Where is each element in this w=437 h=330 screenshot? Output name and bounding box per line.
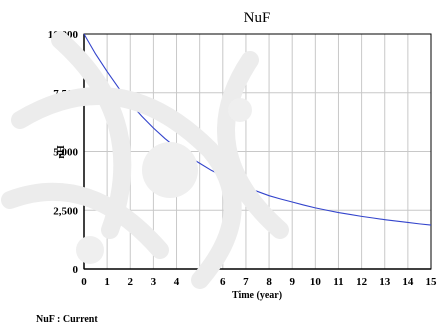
x-tick-label: 15 bbox=[426, 276, 437, 288]
x-tick-label: 3 bbox=[151, 276, 157, 288]
x-tick-label: 12 bbox=[356, 276, 368, 288]
legend-label: NuF : Current bbox=[36, 314, 98, 325]
x-tick-label: 7 bbox=[243, 276, 249, 288]
y-tick-label: 2,500 bbox=[53, 205, 78, 217]
series-layer bbox=[84, 34, 431, 225]
x-tick-label: 1 bbox=[104, 276, 110, 288]
x-tick-label: 5 bbox=[197, 276, 203, 288]
x-tick-label: 13 bbox=[379, 276, 391, 288]
x-tick-label: 14 bbox=[402, 276, 414, 288]
y-tick-label: 10,000 bbox=[48, 29, 79, 41]
series-line-nuf bbox=[84, 34, 431, 225]
y-tick-label: 0 bbox=[73, 264, 79, 276]
x-tick-label: 0 bbox=[81, 276, 87, 288]
x-tick-label: 4 bbox=[174, 276, 180, 288]
x-tick-label: 9 bbox=[289, 276, 295, 288]
x-tick-label: 11 bbox=[333, 276, 343, 288]
y-tick-label: 7,500 bbox=[53, 88, 78, 100]
x-tick-label: 10 bbox=[310, 276, 322, 288]
grid bbox=[84, 34, 431, 269]
x-tick-label: 8 bbox=[266, 276, 272, 288]
y-axis-label: nH bbox=[56, 145, 67, 159]
x-tick-label: 6 bbox=[220, 276, 226, 288]
x-tick-label: 2 bbox=[128, 276, 134, 288]
x-axis-label: Time (year) bbox=[232, 290, 282, 301]
chart-title: NuF bbox=[244, 10, 271, 26]
